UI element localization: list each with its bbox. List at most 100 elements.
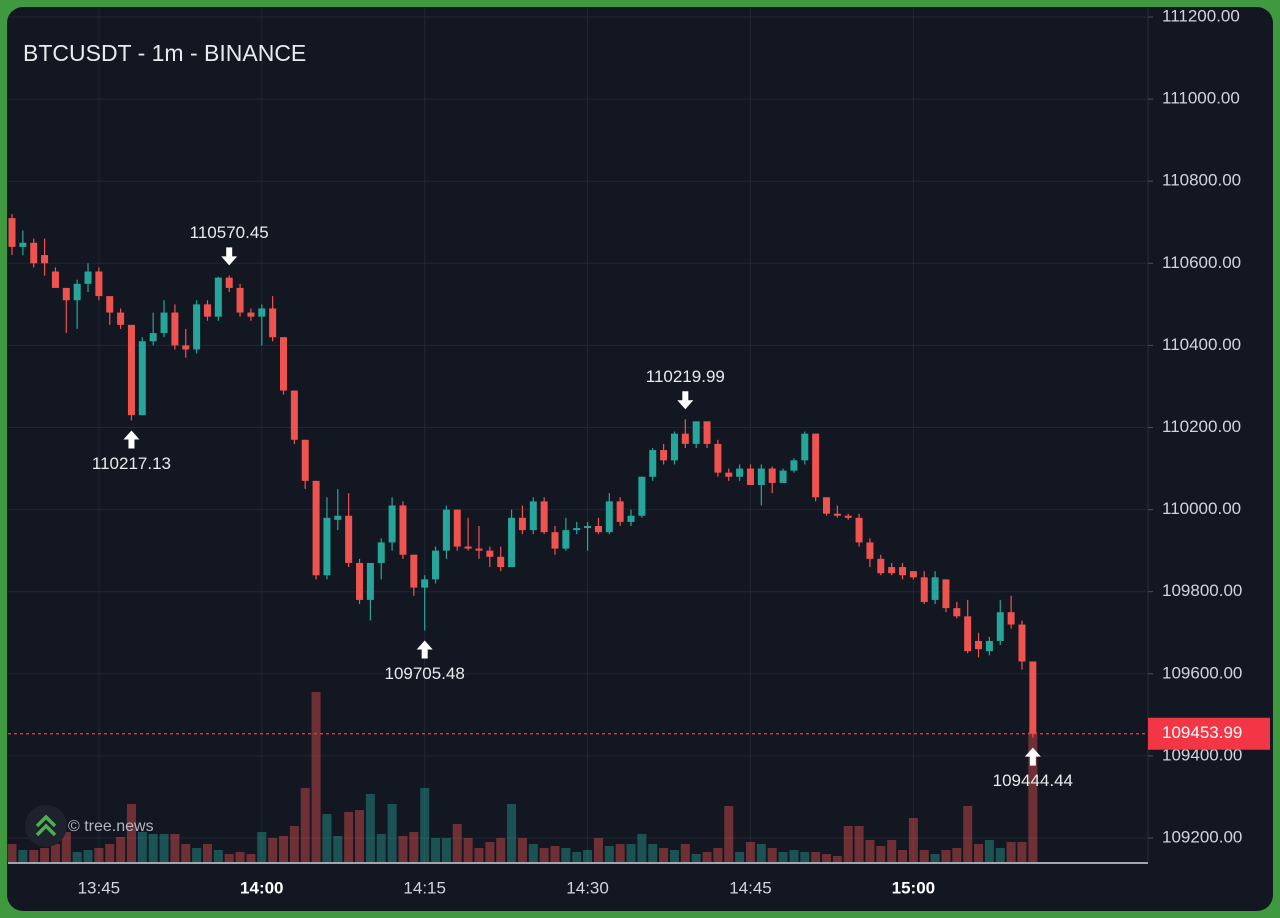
candle-body: [236, 287, 244, 313]
candle-body: [975, 640, 983, 650]
candle-body: [964, 616, 972, 652]
candle-body: [833, 513, 841, 516]
candle-body: [62, 287, 70, 301]
candle-body: [985, 640, 993, 652]
y-tick-label: 111000.00: [1162, 89, 1240, 108]
volume-bar: [116, 837, 126, 862]
marker-arrow: [123, 430, 140, 449]
marker-label: 109705.48: [384, 664, 464, 683]
volume-bar: [995, 848, 1005, 862]
volume-bar: [713, 848, 723, 862]
volume-bar: [941, 850, 951, 862]
volume-bar: [517, 838, 527, 862]
candle-body: [171, 312, 179, 346]
volume-layer: [7, 692, 1038, 862]
volume-bar: [170, 834, 180, 862]
chart-panel: [7, 7, 1273, 911]
volume-bar: [854, 826, 864, 862]
volume-bar: [279, 836, 288, 862]
x-tick-label: 14:00: [240, 878, 283, 897]
volume-bar: [887, 840, 897, 862]
candle-body: [345, 515, 353, 563]
volume-bar: [463, 838, 473, 862]
x-tick-label: 14:45: [729, 878, 772, 897]
candle-body: [366, 562, 374, 600]
candle-body: [703, 421, 711, 444]
volume-bar: [224, 854, 234, 862]
candle-body: [214, 277, 222, 317]
volume-bar: [539, 848, 549, 862]
volume-bar: [61, 832, 71, 862]
candle-body: [823, 497, 830, 514]
volume-bar: [822, 854, 831, 862]
y-tick-label: 111200.00: [1162, 6, 1240, 25]
marker-label: 110219.99: [646, 367, 725, 386]
volume-bar: [604, 846, 614, 862]
y-tick-label: 110200.00: [1162, 417, 1241, 436]
candle-body: [312, 480, 320, 576]
candle-body: [84, 271, 92, 284]
candle-body: [725, 472, 733, 477]
volume-bar: [756, 844, 766, 862]
volume-bar: [355, 810, 365, 862]
volume-bar: [322, 814, 332, 862]
volume-bar: [192, 848, 202, 862]
grid: [8, 8, 1147, 862]
volume-bar: [832, 856, 842, 862]
volume-bar: [952, 848, 962, 862]
candle-body: [540, 501, 548, 533]
volume-bar: [550, 846, 560, 862]
y-tick-label: 109200.00: [1162, 827, 1242, 846]
volume-bar: [159, 834, 169, 862]
candle-body: [475, 548, 483, 551]
volume-bar: [811, 852, 821, 862]
y-tick-label: 110600.00: [1162, 253, 1241, 272]
y-tick-label: 109400.00: [1162, 745, 1242, 764]
candle-body: [551, 532, 559, 549]
volume-bar: [485, 842, 495, 862]
axes: 109200.00 109400.00 109600.00 109800.00 1100…: [78, 6, 1270, 897]
y-tick-label: 110400.00: [1162, 335, 1241, 354]
candle-body: [203, 304, 211, 317]
candle-body: [497, 556, 505, 568]
y-tick-label: 110000.00: [1162, 499, 1241, 518]
candle-body: [888, 567, 896, 574]
candle-body: [127, 324, 135, 416]
volume-bar: [29, 850, 39, 862]
candle-body: [106, 296, 114, 313]
marker-arrow: [221, 247, 238, 266]
volume-bar: [800, 852, 810, 862]
candle-body: [247, 312, 255, 317]
candle-body: [866, 542, 874, 559]
overlay-layer: 110217.13 110570.45 109705.48 110219.99 1094…: [8, 223, 1148, 790]
candle-body: [909, 571, 917, 578]
candle-body: [920, 577, 928, 602]
x-tick-label: 15:00: [892, 878, 935, 897]
volume-bar: [626, 844, 636, 862]
candle-body: [388, 505, 396, 543]
marker-label: 110570.45: [190, 223, 269, 242]
candle-body: [149, 333, 157, 342]
volume-bar: [572, 852, 582, 862]
volume-bar: [767, 848, 777, 862]
volume-bar: [311, 692, 321, 862]
candle-body: [290, 390, 298, 440]
candle-body: [464, 546, 472, 549]
volume-bar: [7, 844, 17, 862]
volume-bar: [365, 794, 375, 862]
candle-body: [801, 433, 809, 461]
volume-bar: [778, 852, 788, 862]
candle-body: [432, 550, 440, 580]
candle-body: [8, 218, 16, 247]
candle-body: [1007, 612, 1015, 625]
volume-bar: [148, 834, 158, 862]
volume-bar: [898, 850, 908, 862]
volume-bar: [94, 848, 104, 862]
y-tick-label: 109600.00: [1162, 663, 1242, 682]
candle-body: [996, 612, 1004, 641]
candle-body: [714, 443, 722, 473]
candle-body: [953, 608, 961, 617]
candle-body: [746, 468, 754, 485]
candle-body: [649, 450, 657, 477]
volume-bar: [289, 826, 299, 862]
